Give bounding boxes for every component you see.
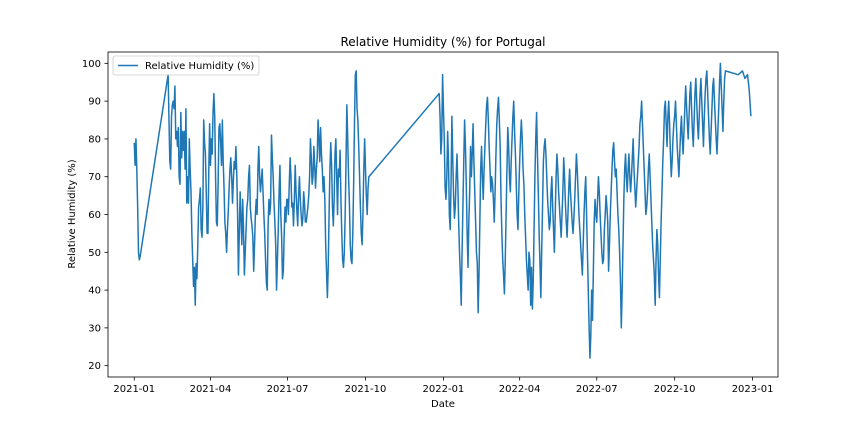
y-tick-label: 80 bbox=[88, 134, 101, 145]
y-axis: 20 30 40 50 60 70 80 90 100 bbox=[82, 59, 108, 372]
y-tick-label: 70 bbox=[88, 172, 101, 183]
y-tick-label: 20 bbox=[88, 361, 101, 372]
y-tick-label: 100 bbox=[82, 59, 101, 70]
x-tick-label: 2022-04 bbox=[499, 384, 541, 395]
x-axis: 2021-01 2021-04 2021-07 2021-10 2022-01 2022-… bbox=[113, 377, 773, 395]
x-tick-label: 2023-01 bbox=[732, 384, 774, 395]
y-tick-label: 40 bbox=[88, 286, 101, 297]
y-tick-label: 50 bbox=[88, 248, 101, 259]
y-tick-label: 90 bbox=[88, 97, 101, 108]
series-line-relative-humidity bbox=[133, 62, 752, 359]
x-axis-label: Date bbox=[431, 399, 455, 410]
legend-box bbox=[112, 55, 260, 76]
x-tick-label: 2021-01 bbox=[113, 384, 155, 395]
x-tick-label: 2022-01 bbox=[423, 384, 465, 395]
x-tick-label: 2022-10 bbox=[654, 384, 696, 395]
y-axis-label: Relative Humidity (%) bbox=[67, 159, 78, 268]
legend: Relative Humidity (%) bbox=[112, 55, 260, 76]
x-tick-label: 2021-07 bbox=[267, 384, 309, 395]
x-tick-label: 2021-10 bbox=[345, 384, 387, 395]
y-tick-label: 60 bbox=[88, 210, 101, 221]
legend-label: Relative Humidity (%) bbox=[145, 61, 254, 72]
x-tick-label: 2021-04 bbox=[190, 384, 232, 395]
y-tick-label: 30 bbox=[88, 323, 101, 334]
x-tick-label: 2022-07 bbox=[576, 384, 618, 395]
chart-title: Relative Humidity (%) for Portugal bbox=[340, 35, 545, 49]
